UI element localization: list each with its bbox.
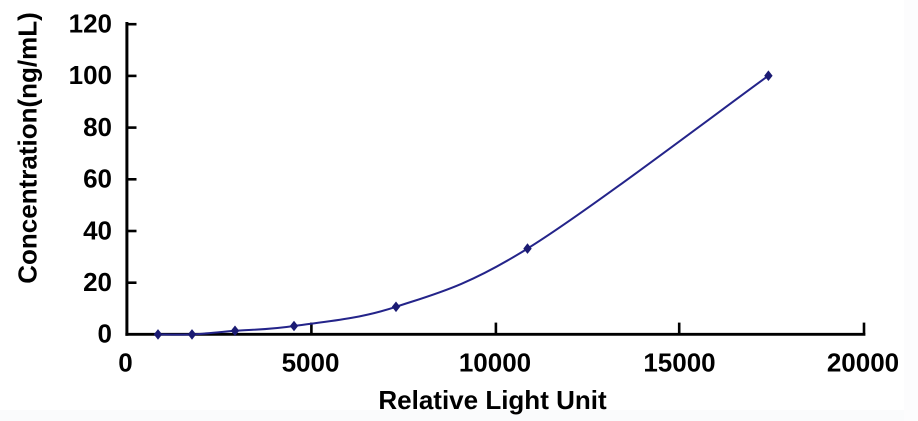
svg-text:80: 80: [83, 112, 112, 142]
svg-text:100: 100: [69, 60, 112, 90]
svg-text:0: 0: [118, 348, 132, 378]
svg-text:Concentration(ng/mL): Concentration(ng/mL): [13, 12, 43, 284]
svg-text:40: 40: [83, 215, 112, 245]
svg-text:Relative Light Unit: Relative Light Unit: [378, 385, 607, 415]
svg-text:20: 20: [83, 267, 112, 297]
svg-text:60: 60: [83, 164, 112, 194]
svg-text:20000: 20000: [827, 348, 899, 378]
svg-text:0: 0: [98, 319, 112, 349]
svg-text:15000: 15000: [643, 348, 715, 378]
svg-text:5000: 5000: [282, 348, 340, 378]
svg-text:10000: 10000: [459, 348, 531, 378]
svg-text:120: 120: [69, 9, 112, 39]
